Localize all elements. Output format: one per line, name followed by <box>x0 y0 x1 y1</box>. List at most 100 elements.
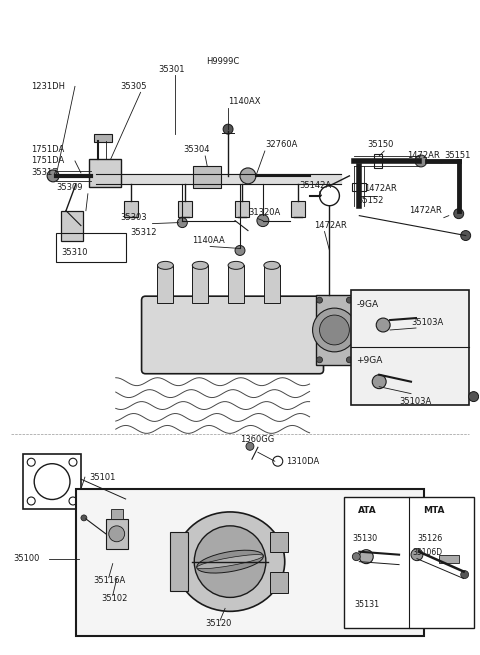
Text: 35103A: 35103A <box>399 397 432 406</box>
Text: 1360GG: 1360GG <box>240 435 274 444</box>
Circle shape <box>352 553 360 561</box>
Bar <box>270 532 288 552</box>
Text: 35150: 35150 <box>367 140 394 149</box>
Text: +9GA: +9GA <box>356 356 383 365</box>
Text: 35100: 35100 <box>13 554 40 563</box>
Text: 1751DA: 1751DA <box>31 145 64 153</box>
Text: 35120: 35120 <box>205 619 231 627</box>
Circle shape <box>235 246 245 255</box>
Bar <box>264 265 280 303</box>
Bar <box>351 290 468 405</box>
Circle shape <box>372 375 386 388</box>
Text: MTA: MTA <box>423 506 444 515</box>
Circle shape <box>194 526 266 597</box>
Circle shape <box>316 357 323 363</box>
Circle shape <box>376 318 390 332</box>
Circle shape <box>316 297 323 303</box>
Text: 35317: 35317 <box>31 168 58 178</box>
Circle shape <box>223 124 233 134</box>
Ellipse shape <box>228 261 244 269</box>
Text: 35303: 35303 <box>120 213 147 222</box>
Circle shape <box>415 155 427 167</box>
Text: H9999C: H9999C <box>206 57 240 66</box>
Circle shape <box>178 217 187 227</box>
Text: ATA: ATA <box>358 506 377 515</box>
Text: 35142A: 35142A <box>300 181 332 191</box>
Text: 35309: 35309 <box>56 183 83 193</box>
Circle shape <box>360 550 373 563</box>
Text: 35130: 35130 <box>352 534 377 543</box>
Ellipse shape <box>157 261 173 269</box>
Bar <box>291 200 305 217</box>
Bar <box>111 509 123 519</box>
Text: 32760A: 32760A <box>265 140 297 149</box>
Text: 1472AR: 1472AR <box>364 184 397 193</box>
Circle shape <box>312 308 356 352</box>
Circle shape <box>468 392 479 402</box>
Bar <box>157 265 173 303</box>
Text: 35131: 35131 <box>354 600 380 609</box>
Bar <box>228 265 244 303</box>
Bar <box>61 211 83 240</box>
Bar <box>94 134 112 142</box>
Text: 35304: 35304 <box>183 145 210 153</box>
Text: 35126: 35126 <box>417 534 442 543</box>
Bar <box>344 497 474 628</box>
Circle shape <box>81 515 87 521</box>
Text: 35106D: 35106D <box>412 548 442 557</box>
Bar <box>76 489 424 636</box>
Text: 1231DH: 1231DH <box>31 82 65 91</box>
Bar <box>124 200 138 217</box>
Circle shape <box>109 526 125 542</box>
Circle shape <box>347 297 352 303</box>
Circle shape <box>347 357 352 363</box>
Text: 1472AR: 1472AR <box>314 221 348 230</box>
Text: 35102: 35102 <box>101 594 127 603</box>
Ellipse shape <box>192 261 208 269</box>
Circle shape <box>320 315 349 345</box>
Ellipse shape <box>264 261 280 269</box>
Text: 1140AA: 1140AA <box>192 236 225 245</box>
Text: 1310DA: 1310DA <box>286 457 319 466</box>
Text: 35305: 35305 <box>120 82 147 91</box>
Circle shape <box>411 549 423 561</box>
Text: 35152: 35152 <box>357 196 384 205</box>
Text: 35301: 35301 <box>158 65 185 74</box>
Ellipse shape <box>197 550 264 573</box>
Circle shape <box>454 209 464 219</box>
Bar <box>170 532 188 591</box>
Circle shape <box>47 170 59 182</box>
Bar <box>89 159 120 187</box>
Text: 1751DA: 1751DA <box>31 157 64 166</box>
Circle shape <box>461 571 468 578</box>
Text: 31320A: 31320A <box>248 208 280 217</box>
Text: 35103A: 35103A <box>411 318 443 327</box>
Bar <box>374 154 382 168</box>
Circle shape <box>461 231 471 240</box>
Bar <box>56 233 126 263</box>
Text: -9GA: -9GA <box>356 299 378 309</box>
Circle shape <box>240 168 256 184</box>
Circle shape <box>246 442 254 450</box>
FancyBboxPatch shape <box>142 296 324 374</box>
Bar <box>235 200 249 217</box>
Bar <box>179 200 192 217</box>
Bar <box>193 166 221 188</box>
Bar <box>270 572 288 593</box>
Ellipse shape <box>175 512 285 611</box>
Bar <box>352 183 366 191</box>
Text: 1472AR: 1472AR <box>409 206 442 215</box>
Text: 35101: 35101 <box>89 473 115 481</box>
Circle shape <box>257 215 269 227</box>
Text: 35151: 35151 <box>444 151 470 160</box>
Bar <box>23 455 81 509</box>
Text: 35312: 35312 <box>131 228 157 237</box>
Text: 1472AR: 1472AR <box>407 151 440 160</box>
Text: 35310: 35310 <box>61 248 87 257</box>
Ellipse shape <box>197 555 264 569</box>
Bar <box>106 519 128 549</box>
Bar <box>315 295 353 365</box>
Text: 35116A: 35116A <box>93 576 125 585</box>
Bar <box>439 555 459 563</box>
Bar <box>192 265 208 303</box>
